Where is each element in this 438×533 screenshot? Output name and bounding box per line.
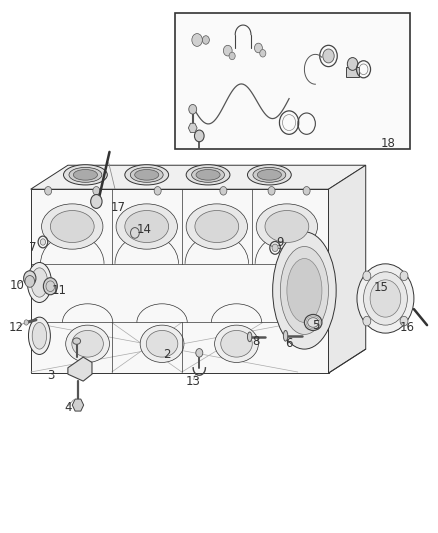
Circle shape bbox=[357, 264, 414, 333]
Ellipse shape bbox=[69, 167, 102, 182]
Ellipse shape bbox=[215, 325, 258, 362]
Circle shape bbox=[192, 34, 202, 46]
Ellipse shape bbox=[135, 169, 159, 180]
Ellipse shape bbox=[283, 330, 288, 341]
Text: 12: 12 bbox=[9, 321, 24, 334]
Ellipse shape bbox=[287, 259, 322, 322]
Ellipse shape bbox=[131, 167, 163, 182]
Ellipse shape bbox=[28, 317, 50, 354]
Circle shape bbox=[370, 280, 401, 317]
Text: 4: 4 bbox=[64, 401, 72, 414]
Ellipse shape bbox=[265, 211, 309, 243]
Text: 11: 11 bbox=[52, 284, 67, 297]
Text: 18: 18 bbox=[380, 138, 395, 150]
Ellipse shape bbox=[32, 322, 47, 349]
Circle shape bbox=[363, 316, 371, 326]
Circle shape bbox=[24, 320, 28, 325]
Ellipse shape bbox=[195, 211, 239, 243]
Text: 5: 5 bbox=[312, 319, 319, 332]
Circle shape bbox=[364, 272, 407, 325]
Text: 16: 16 bbox=[400, 321, 415, 334]
Text: 17: 17 bbox=[111, 201, 126, 214]
Polygon shape bbox=[188, 123, 197, 133]
Ellipse shape bbox=[146, 330, 178, 357]
Ellipse shape bbox=[116, 204, 177, 249]
Ellipse shape bbox=[66, 325, 110, 362]
Ellipse shape bbox=[256, 204, 318, 249]
Ellipse shape bbox=[42, 204, 103, 249]
Text: 14: 14 bbox=[137, 223, 152, 236]
Text: 6: 6 bbox=[285, 337, 293, 350]
Text: 3: 3 bbox=[47, 369, 54, 382]
Circle shape bbox=[25, 276, 35, 287]
Circle shape bbox=[196, 349, 203, 357]
Ellipse shape bbox=[247, 165, 291, 185]
Circle shape bbox=[43, 278, 57, 295]
Text: 10: 10 bbox=[10, 279, 25, 292]
Circle shape bbox=[400, 271, 408, 281]
Circle shape bbox=[223, 45, 232, 56]
Ellipse shape bbox=[31, 268, 48, 297]
Circle shape bbox=[254, 43, 262, 53]
Text: 8: 8 bbox=[253, 335, 260, 348]
Circle shape bbox=[93, 187, 100, 195]
FancyBboxPatch shape bbox=[175, 13, 410, 149]
Text: 7: 7 bbox=[29, 241, 37, 254]
Circle shape bbox=[45, 187, 52, 195]
Circle shape bbox=[363, 271, 371, 281]
Circle shape bbox=[131, 228, 139, 238]
Ellipse shape bbox=[257, 169, 281, 180]
Ellipse shape bbox=[140, 325, 184, 362]
Circle shape bbox=[24, 271, 36, 286]
Circle shape bbox=[400, 316, 408, 326]
Ellipse shape bbox=[186, 165, 230, 185]
Ellipse shape bbox=[196, 169, 220, 180]
Circle shape bbox=[40, 239, 46, 245]
Circle shape bbox=[91, 195, 102, 208]
Circle shape bbox=[323, 49, 334, 63]
Polygon shape bbox=[31, 189, 328, 373]
Polygon shape bbox=[72, 399, 84, 411]
Ellipse shape bbox=[125, 165, 169, 185]
Ellipse shape bbox=[221, 330, 252, 357]
Ellipse shape bbox=[280, 246, 328, 335]
Ellipse shape bbox=[247, 332, 252, 342]
Polygon shape bbox=[68, 357, 92, 381]
Circle shape bbox=[303, 187, 310, 195]
Polygon shape bbox=[328, 165, 366, 373]
Text: 15: 15 bbox=[374, 281, 389, 294]
Circle shape bbox=[194, 130, 204, 142]
Polygon shape bbox=[346, 67, 359, 77]
Ellipse shape bbox=[72, 330, 103, 357]
Ellipse shape bbox=[186, 204, 247, 249]
Text: 13: 13 bbox=[185, 375, 200, 387]
Circle shape bbox=[202, 36, 209, 44]
Circle shape bbox=[268, 187, 275, 195]
Ellipse shape bbox=[191, 167, 224, 182]
Ellipse shape bbox=[304, 314, 322, 330]
Ellipse shape bbox=[73, 169, 97, 180]
Polygon shape bbox=[31, 165, 366, 189]
Circle shape bbox=[220, 187, 227, 195]
Circle shape bbox=[272, 244, 278, 252]
Circle shape bbox=[229, 52, 235, 60]
Ellipse shape bbox=[125, 211, 169, 243]
Circle shape bbox=[260, 50, 266, 57]
Ellipse shape bbox=[27, 263, 52, 303]
Text: 9: 9 bbox=[276, 236, 284, 249]
Circle shape bbox=[347, 58, 358, 70]
Text: 2: 2 bbox=[162, 348, 170, 361]
Circle shape bbox=[189, 104, 197, 114]
Ellipse shape bbox=[64, 165, 107, 185]
Ellipse shape bbox=[50, 211, 94, 243]
Ellipse shape bbox=[73, 338, 81, 344]
Ellipse shape bbox=[272, 232, 336, 349]
Ellipse shape bbox=[253, 167, 286, 182]
Circle shape bbox=[154, 187, 161, 195]
